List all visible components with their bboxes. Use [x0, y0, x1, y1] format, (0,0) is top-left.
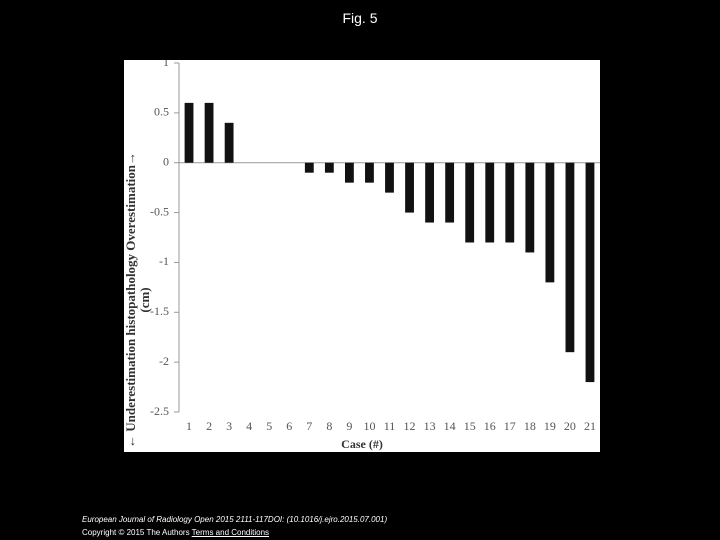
x-tick-label: 2: [206, 419, 212, 433]
x-tick-label: 8: [326, 419, 332, 433]
y-tick-label: 0: [163, 154, 169, 168]
x-tick-label: 10: [363, 419, 375, 433]
x-tick-label: 5: [266, 419, 272, 433]
bar: [324, 162, 334, 173]
bar: [405, 162, 414, 213]
x-tick-label: 13: [424, 419, 436, 433]
bar: [344, 162, 354, 183]
x-tick-label: 15: [464, 419, 476, 433]
chart-background: [124, 60, 600, 452]
y-tick-label: 1: [163, 60, 169, 69]
bar: [525, 162, 535, 253]
x-tick-label: 18: [524, 419, 536, 433]
copyright-line: Copyright © 2015 The Authors Terms and C…: [82, 528, 269, 537]
x-tick-label: 4: [246, 419, 252, 433]
x-tick-label: 1: [186, 419, 192, 433]
x-tick-label: 9: [346, 419, 352, 433]
x-tick-label: 16: [484, 419, 496, 433]
bar: [565, 162, 575, 353]
x-tick-label: 6: [286, 419, 292, 433]
bar: [545, 162, 555, 283]
bar: [204, 102, 214, 163]
x-axis-label: Case (#): [341, 437, 383, 451]
y-axis-label: ← Underestimation histopathology Overest…: [124, 152, 138, 448]
x-tick-label: 20: [564, 419, 576, 433]
y-tick-label: -2.5: [150, 404, 169, 418]
y-tick-label: -1.5: [150, 304, 169, 318]
bar: [465, 162, 475, 243]
bar: [224, 122, 234, 163]
x-tick-label: 17: [504, 419, 516, 433]
bar: [505, 162, 515, 243]
copyright: Copyright © 2015 The Authors: [82, 528, 190, 537]
terms-link[interactable]: Terms and Conditions: [191, 528, 270, 537]
x-tick-label: 7: [306, 419, 312, 433]
y-tick-label: 0.5: [154, 105, 169, 119]
x-tick-label: 11: [384, 419, 396, 433]
citation: European Journal of Radiology Open 2015 …: [82, 515, 388, 524]
y-tick-label: -2: [159, 354, 169, 368]
bar: [485, 162, 495, 243]
bar: [425, 162, 435, 223]
slide-title: Fig. 5: [342, 10, 378, 26]
y-tick-label: -0.5: [150, 204, 169, 218]
bar: [304, 162, 314, 173]
x-tick-label: 3: [226, 419, 232, 433]
x-tick-label: 14: [444, 419, 456, 433]
bar: [385, 162, 394, 193]
y-tick-label: -1: [159, 254, 169, 268]
x-tick-label: 12: [404, 419, 416, 433]
y-axis-label: (cm): [137, 287, 152, 312]
bar: [445, 162, 455, 223]
bar: [184, 102, 194, 163]
x-tick-label: 19: [544, 419, 556, 433]
chart: Case (#) ← Underestimation histopatholog…: [124, 60, 600, 452]
x-tick-label: 21: [584, 419, 596, 433]
bar: [585, 162, 595, 383]
bar: [365, 162, 374, 183]
